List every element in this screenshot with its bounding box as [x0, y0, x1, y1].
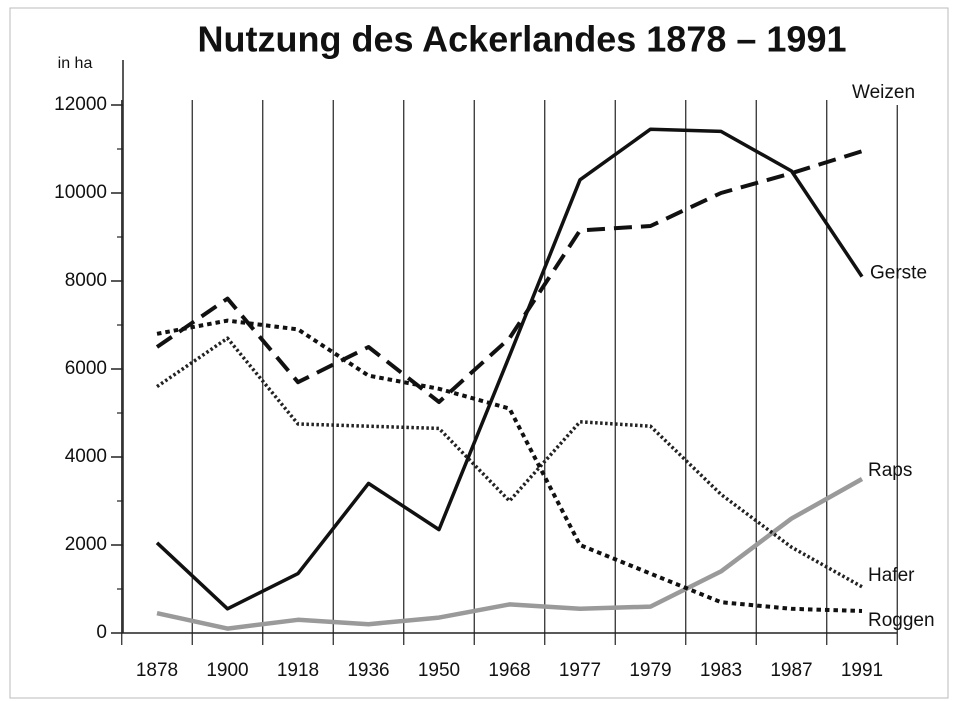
y-axis-label: in ha [58, 55, 93, 72]
y-tick-label: 10000 [54, 182, 107, 203]
series-label: Weizen [852, 82, 915, 103]
series-label: Roggen [868, 610, 935, 631]
chart-title: Nutzung des Ackerlandes 1878 – 1991 [198, 19, 847, 60]
series-line [156, 477, 864, 631]
x-tick-label: 1991 [841, 660, 883, 681]
series-label: Gerste [870, 263, 927, 284]
x-tick-label: 1878 [136, 660, 178, 681]
frame [9, 7, 949, 699]
series-line [155, 149, 863, 404]
x-tick-label: 1968 [488, 660, 530, 681]
series-line [155, 127, 864, 611]
y-tick-label: 2000 [65, 534, 107, 555]
y-tick-label: 8000 [65, 270, 107, 291]
x-tick-label: 1918 [277, 660, 319, 681]
x-tick-label: 1950 [418, 660, 460, 681]
x-tick-label: 1987 [770, 660, 812, 681]
y-tick-label: 12000 [54, 94, 107, 115]
x-tick-label: 1977 [559, 660, 601, 681]
x-tick-label: 1900 [206, 660, 248, 681]
series-label: Hafer [868, 565, 915, 586]
y-tick-label: 6000 [65, 358, 107, 379]
series-label: Raps [868, 460, 912, 481]
y-tick-label: 0 [96, 622, 107, 643]
series-line [156, 318, 863, 613]
x-tick-label: 1979 [629, 660, 671, 681]
x-tick-label: 1983 [700, 660, 742, 681]
y-tick-label: 4000 [65, 446, 107, 467]
x-tick-label: 1936 [347, 660, 389, 681]
